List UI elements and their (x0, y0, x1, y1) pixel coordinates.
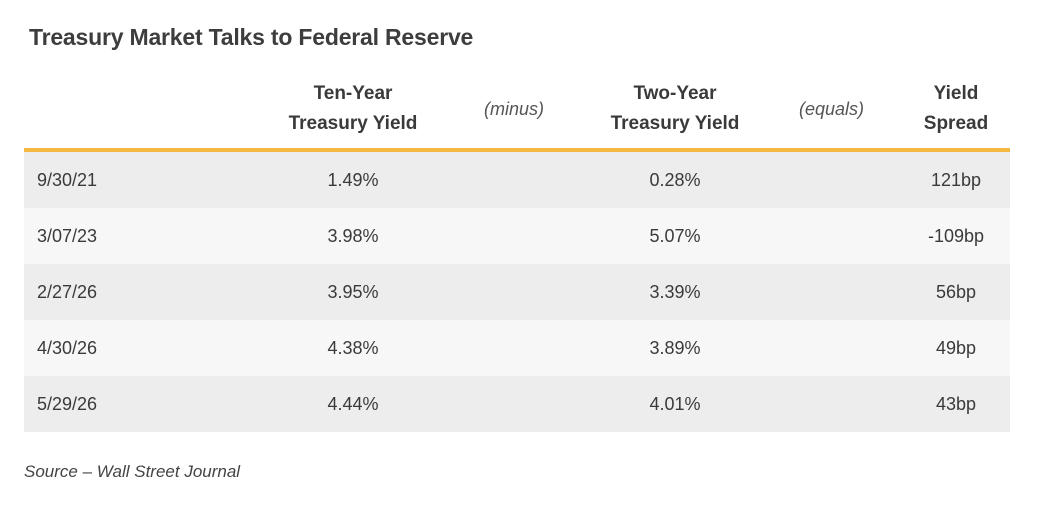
table-header: Ten-Year Treasury Yield (minus) Two-Year… (24, 70, 1010, 148)
cell-two-year: 4.01% (649, 394, 701, 414)
cell-date: 9/30/21 (37, 170, 98, 190)
yield-table: 9/30/21 1.49% 0.28% 121bp 3/07/23 3.98% … (24, 152, 1010, 432)
cell-two-year: 5.07% (649, 226, 701, 246)
cell-date: 5/29/26 (37, 394, 98, 414)
header-equals: (equals) (798, 99, 865, 119)
header-two-year: Two-Year Treasury Yield (610, 83, 740, 134)
cell-ten-year: 3.95% (327, 282, 379, 302)
table-row: 4/30/26 4.38% 3.89% 49bp (24, 320, 1010, 376)
header-ten-year: Ten-Year Treasury Yield (288, 83, 418, 134)
header-divider (24, 148, 1010, 152)
cell-two-year: 0.28% (649, 170, 701, 190)
cell-spread: 56bp (935, 282, 977, 302)
table-row: 3/07/23 3.98% 5.07% -109bp (24, 208, 1010, 264)
chart-title: Treasury Market Talks to Federal Reserve (29, 24, 474, 50)
table-row: 5/29/26 4.44% 4.01% 43bp (24, 376, 1010, 432)
cell-date: 3/07/23 (37, 226, 98, 246)
cell-date: 2/27/26 (37, 282, 98, 302)
cell-two-year: 3.89% (649, 338, 701, 358)
source-note: Source – Wall Street Journal (24, 462, 241, 481)
cell-ten-year: 4.44% (327, 394, 379, 414)
cell-ten-year: 4.38% (327, 338, 379, 358)
cell-two-year: 3.39% (649, 282, 701, 302)
cell-spread: 43bp (935, 394, 977, 414)
cell-date: 4/30/26 (37, 338, 98, 358)
cell-ten-year: 1.49% (327, 170, 379, 190)
table-row: 2/27/26 3.95% 3.39% 56bp (24, 264, 1010, 320)
cell-spread: 121bp (930, 170, 982, 190)
header-minus: (minus) (483, 99, 544, 119)
table-row: 9/30/21 1.49% 0.28% 121bp (24, 152, 1010, 208)
cell-ten-year: 3.98% (327, 226, 379, 246)
header-yield-spread: Yield Spread (923, 83, 989, 134)
cell-spread: -109bp (927, 226, 985, 246)
cell-spread: 49bp (935, 338, 977, 358)
